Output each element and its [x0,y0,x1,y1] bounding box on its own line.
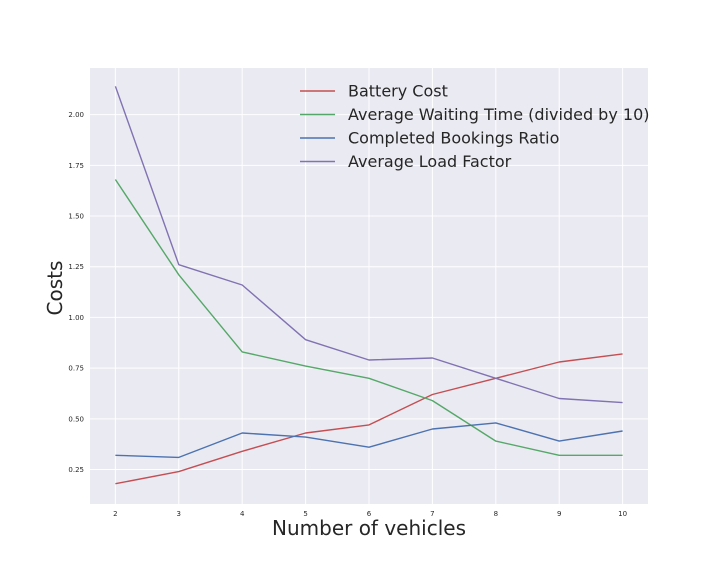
x-tick-labels: 2 3 4 5 6 7 8 9 10 [113,510,627,518]
series-lines [114,86,623,485]
series-line-3 [114,86,623,404]
y-tick-label: 1.00 [68,314,84,322]
legend-label: Average Waiting Time (divided by 10) [348,105,650,124]
x-tick-label: 9 [557,510,561,518]
y-axis-label: Costs [43,261,67,316]
legend: Battery Cost Average Waiting Time (divide… [300,82,650,171]
x-tick-label: 5 [303,510,307,518]
x-tick-label: 2 [113,510,117,518]
series-line-0 [115,353,623,485]
series-line-2 [115,422,623,459]
x-tick-label: 8 [494,510,498,518]
y-tick-label: 0.50 [68,415,84,423]
y-tick-label: 1.50 [68,213,84,221]
x-axis-label: Number of vehicles [272,516,466,540]
x-tick-label: 3 [177,510,181,518]
y-tick-label: 0.25 [68,466,84,474]
y-tick-label: 0.75 [68,365,84,373]
legend-label: Battery Cost [348,82,448,101]
y-tick-label: 2.00 [68,111,84,119]
x-tick-label: 10 [618,510,627,518]
x-tick-label: 6 [367,510,372,518]
legend-label: Average Load Factor [348,152,512,171]
legend-label: Completed Bookings Ratio [348,129,559,148]
grid-lines [90,68,648,504]
x-tick-label: 7 [430,510,434,518]
series-line-1 [114,179,623,456]
y-tick-label: 1.25 [68,263,84,271]
y-tick-label: 1.75 [68,162,84,170]
x-tick-label: 4 [240,510,245,518]
y-tick-labels: 0.25 0.50 0.75 1.00 1.25 1.50 1.75 2.00 [68,111,84,474]
